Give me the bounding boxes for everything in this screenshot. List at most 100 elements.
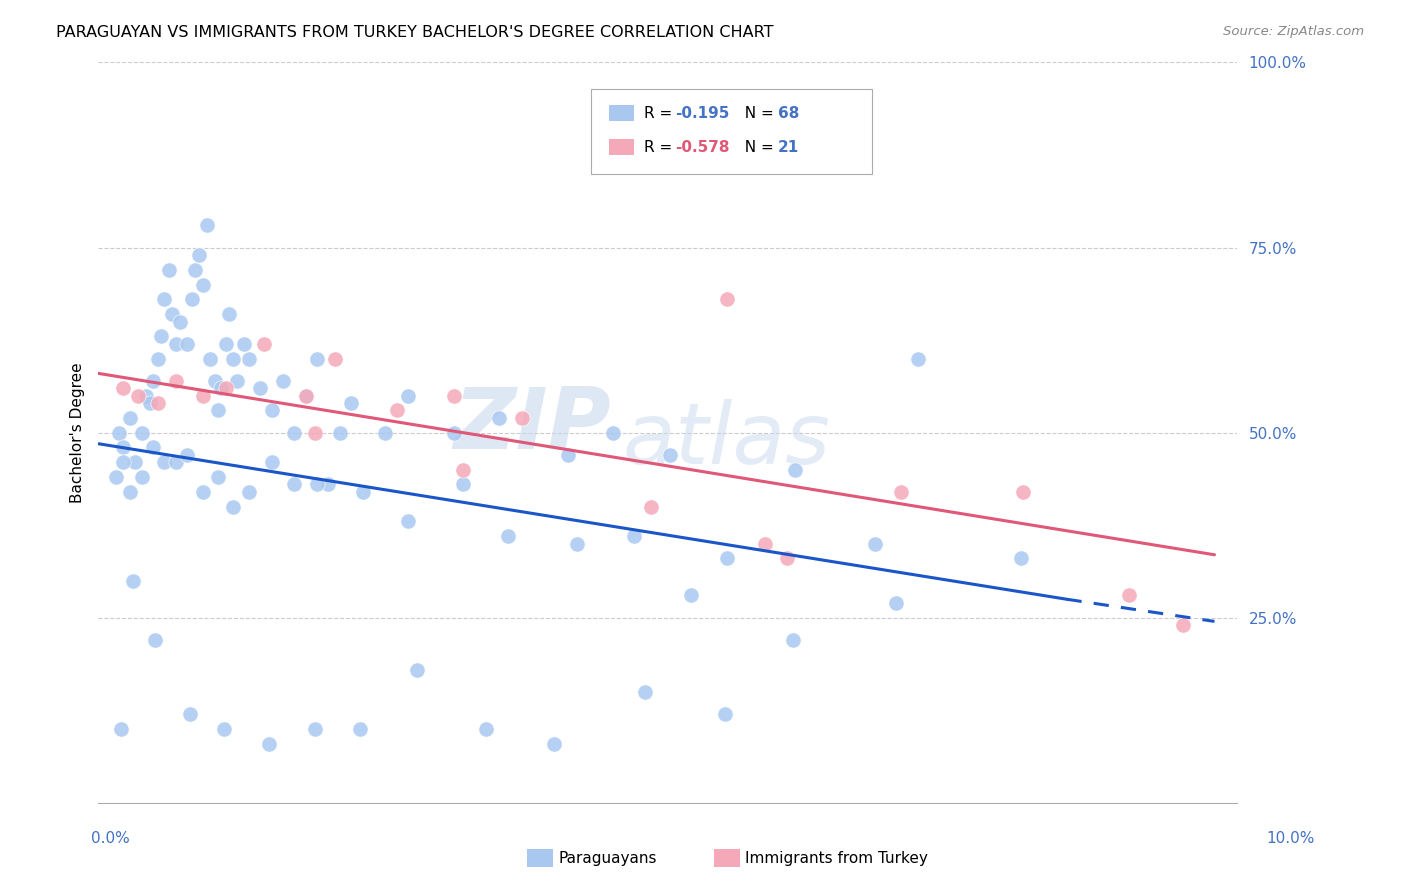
Text: atlas: atlas: [623, 399, 831, 482]
Point: [112, 441, 135, 455]
Text: N =: N =: [735, 140, 779, 154]
Point: [252, 336, 274, 351]
Point: [510, 410, 533, 425]
Point: [776, 551, 799, 566]
Point: [135, 388, 157, 402]
Point: [218, 307, 240, 321]
Point: [623, 529, 645, 543]
Point: [1012, 484, 1035, 499]
Point: [187, 248, 209, 262]
Point: [120, 410, 142, 425]
Point: [349, 722, 371, 736]
Point: [260, 403, 283, 417]
Point: [754, 536, 776, 550]
Point: [640, 500, 662, 514]
Text: R =: R =: [644, 106, 678, 120]
Point: [120, 484, 142, 499]
Point: [679, 589, 702, 603]
Point: [142, 374, 165, 388]
Point: [785, 462, 807, 476]
Point: [127, 388, 149, 402]
Point: [884, 596, 907, 610]
Point: [634, 685, 657, 699]
Point: [307, 351, 329, 366]
Y-axis label: Bachelor's Degree: Bachelor's Degree: [69, 362, 84, 503]
Point: [176, 336, 198, 351]
Point: [406, 663, 429, 677]
Point: [207, 403, 229, 417]
Text: Source: ZipAtlas.com: Source: ZipAtlas.com: [1223, 25, 1364, 38]
Point: [169, 314, 191, 328]
Point: [121, 574, 143, 588]
Point: [180, 293, 202, 307]
Point: [890, 484, 912, 499]
Point: [396, 388, 419, 402]
Point: [304, 722, 326, 736]
Text: 68: 68: [778, 106, 799, 120]
Point: [226, 374, 249, 388]
Point: [204, 374, 226, 388]
Point: [179, 706, 201, 721]
Point: [863, 536, 886, 550]
Point: [565, 536, 588, 550]
Point: [238, 351, 260, 366]
Text: 0.0%: 0.0%: [91, 831, 131, 847]
Point: [222, 500, 245, 514]
Point: [193, 484, 215, 499]
Text: Immigrants from Turkey: Immigrants from Turkey: [745, 851, 928, 865]
Point: [714, 706, 737, 721]
Point: [153, 455, 176, 469]
Point: [165, 455, 187, 469]
Point: [238, 484, 260, 499]
Point: [443, 425, 465, 440]
Point: [209, 381, 232, 395]
Point: [557, 448, 579, 462]
Point: [329, 425, 352, 440]
Text: -0.578: -0.578: [675, 140, 730, 154]
Point: [488, 410, 510, 425]
Text: PARAGUAYAN VS IMMIGRANTS FROM TURKEY BACHELOR'S DEGREE CORRELATION CHART: PARAGUAYAN VS IMMIGRANTS FROM TURKEY BAC…: [56, 25, 773, 40]
Point: [352, 484, 374, 499]
Point: [110, 722, 132, 736]
Point: [108, 425, 131, 440]
Point: [146, 396, 169, 410]
Point: [176, 448, 198, 462]
Point: [195, 219, 218, 233]
Text: R =: R =: [644, 140, 678, 154]
Point: [543, 737, 565, 751]
Point: [782, 632, 804, 647]
Point: [150, 329, 173, 343]
Point: [374, 425, 396, 440]
Point: [396, 515, 419, 529]
Point: [323, 351, 346, 366]
Text: N =: N =: [735, 106, 779, 120]
Point: [131, 470, 153, 484]
Point: [153, 293, 176, 307]
Point: [145, 632, 167, 647]
Point: [304, 425, 326, 440]
Point: [451, 462, 474, 476]
Point: [193, 277, 215, 292]
Text: Paraguayans: Paraguayans: [558, 851, 657, 865]
Text: 10.0%: 10.0%: [1267, 831, 1315, 847]
Point: [112, 455, 135, 469]
Point: [307, 477, 329, 491]
Point: [340, 396, 363, 410]
Point: [146, 351, 169, 366]
Point: [215, 336, 238, 351]
Point: [318, 477, 340, 491]
Point: [124, 455, 146, 469]
Text: 21: 21: [778, 140, 799, 154]
Point: [259, 737, 281, 751]
Point: [215, 381, 238, 395]
Point: [1118, 589, 1140, 603]
Point: [198, 351, 221, 366]
Point: [294, 388, 316, 402]
Text: ZIP: ZIP: [453, 384, 612, 467]
Point: [716, 551, 738, 566]
Point: [716, 293, 738, 307]
Point: [249, 381, 271, 395]
Point: [907, 351, 929, 366]
Point: [498, 529, 520, 543]
Point: [1010, 551, 1032, 566]
